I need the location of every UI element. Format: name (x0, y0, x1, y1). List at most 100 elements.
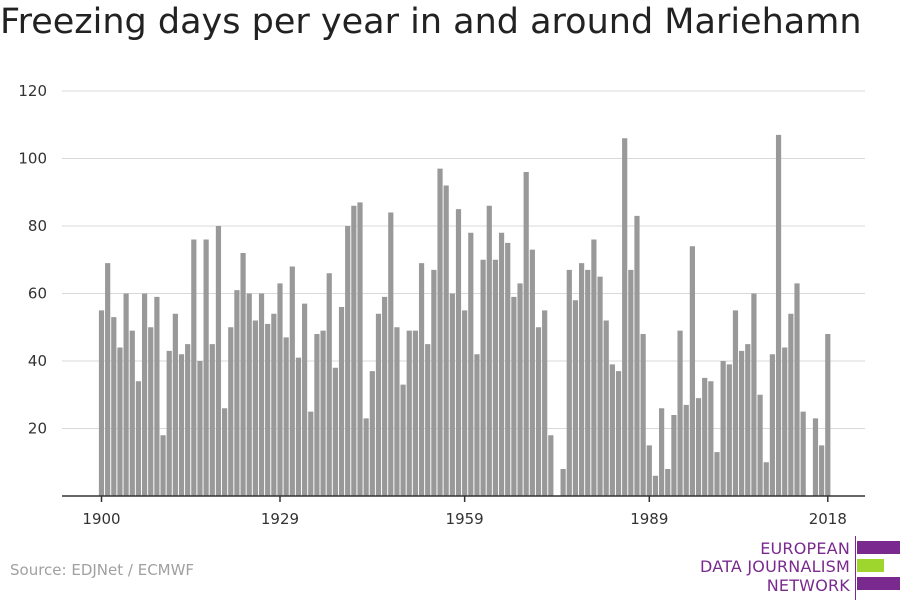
bar-2005 (745, 344, 751, 497)
bar-1983 (609, 364, 615, 497)
bar-2006 (751, 293, 757, 496)
bar-2002 (726, 364, 732, 497)
bar-2010 (775, 134, 782, 497)
bar-1927 (265, 323, 271, 497)
bar-1944 (369, 371, 375, 497)
bar-1964 (492, 259, 499, 496)
bar-1922 (234, 290, 240, 497)
bar-1926 (258, 293, 265, 496)
bar-1934 (308, 411, 314, 497)
bar-1907 (141, 293, 148, 496)
bar-1965 (498, 232, 505, 496)
bar-1996 (689, 246, 695, 496)
bar-1938 (332, 367, 338, 496)
bar-2018 (825, 334, 831, 496)
bar-1943 (363, 418, 369, 497)
bar-1968 (517, 283, 523, 497)
y-tick-label-20: 20 (28, 420, 47, 438)
bar-1958 (455, 209, 462, 497)
bar-1947 (388, 212, 394, 496)
bar-1952 (418, 263, 425, 497)
bar-1917 (203, 239, 209, 496)
bar-1991 (659, 408, 665, 496)
x-tick-label-1929: 1929 (261, 510, 299, 528)
x-tick-label-1900: 1900 (82, 510, 120, 528)
bar-1963 (486, 205, 492, 496)
bar-1971 (535, 327, 542, 496)
edjnet-logo: EUROPEAN DATA JOURNALISM NETWORK (700, 536, 900, 600)
bar-1911 (166, 350, 172, 497)
bar-1902 (111, 317, 117, 497)
bar-1977 (572, 300, 579, 496)
bar-1941 (351, 205, 357, 496)
bar-1921 (228, 327, 234, 496)
bar-1906 (135, 381, 142, 496)
bar-1969 (523, 172, 529, 496)
x-tick-label-1989: 1989 (630, 510, 668, 528)
bar-1990 (652, 475, 659, 496)
bar-2014 (800, 411, 806, 497)
bar-1913 (178, 354, 185, 496)
bar-1916 (197, 361, 203, 496)
y-axis-tick-labels: 20 40 60 80 100 120 (18, 82, 47, 438)
bar-1973 (548, 435, 554, 496)
bar-2013 (794, 283, 800, 497)
bar-2007 (757, 394, 763, 496)
bar-1981 (597, 276, 603, 497)
bar-2017 (819, 445, 825, 497)
bar-1903 (117, 347, 123, 496)
bar-1967 (511, 296, 517, 497)
bar-1994 (677, 330, 683, 497)
bar-2008 (763, 462, 769, 496)
bar-1989 (646, 445, 652, 497)
bar-1993 (671, 415, 677, 496)
bar-2003 (732, 310, 739, 497)
bar-1976 (566, 269, 572, 497)
chart-title: Freezing days per year in and around Mar… (0, 2, 862, 42)
bar-1942 (357, 202, 363, 497)
x-axis-ticks: 1900 1929 1959 1989 2018 (82, 496, 847, 528)
bar-1951 (412, 330, 419, 497)
source-note: Source: EDJNet / ECMWF (10, 561, 195, 579)
y-tick-label-80: 80 (28, 217, 47, 235)
bar-1910 (160, 435, 166, 496)
bar-1998 (702, 377, 708, 497)
y-tick-label-100: 100 (18, 150, 47, 168)
bar-1936 (320, 330, 326, 497)
logo-bar-top (857, 541, 900, 554)
bar-1908 (148, 327, 154, 496)
bar-1933 (302, 303, 308, 497)
bar-1940 (345, 226, 351, 496)
bar-1948 (394, 327, 400, 496)
bar-1918 (209, 344, 215, 497)
y-tick-label-60: 60 (28, 285, 47, 303)
bar-1931 (289, 266, 295, 496)
bar-2001 (720, 361, 726, 496)
x-tick-label-2018: 2018 (809, 510, 847, 528)
bar-1975 (560, 469, 566, 496)
bar-1949 (400, 384, 406, 497)
bar-1945 (375, 313, 382, 496)
bar-1959 (462, 310, 468, 497)
bar-1925 (252, 320, 258, 496)
bar-1961 (474, 354, 480, 496)
bar-1929 (277, 283, 283, 497)
bar-1935 (314, 334, 320, 496)
bar-2011 (782, 347, 788, 496)
bar-1987 (634, 215, 640, 497)
bar-1915 (191, 239, 197, 496)
x-tick-label-1959: 1959 (446, 510, 484, 528)
bar-1954 (431, 269, 437, 497)
y-tick-label-120: 120 (18, 82, 47, 100)
logo-bar-bottom (857, 577, 900, 590)
bar-1978 (578, 263, 585, 497)
bar-1923 (240, 253, 246, 496)
bar-1909 (154, 296, 160, 497)
bar-1960 (468, 232, 474, 496)
bar-2004 (739, 350, 745, 497)
bar-1901 (105, 263, 111, 497)
bar-1956 (443, 185, 449, 496)
bar-1995 (683, 404, 689, 497)
bar-2016 (812, 418, 819, 497)
